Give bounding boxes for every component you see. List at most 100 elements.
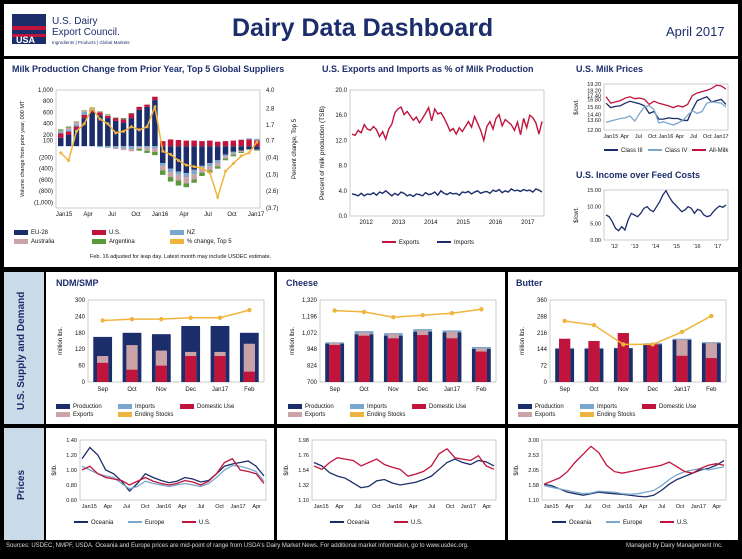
milk-bar-eu-28 xyxy=(65,134,72,147)
milk-bar-argentina xyxy=(65,126,72,128)
milk-bar-u-s- xyxy=(128,113,135,119)
legend-label: Domestic Use xyxy=(429,404,467,411)
cheese-bar-domestic-use xyxy=(475,351,487,382)
legend-swatch xyxy=(288,412,302,417)
p3-ytick: 2.05 xyxy=(528,468,539,474)
legend-item-cheese: Domestic Use xyxy=(412,404,466,410)
cheese-ending-stocks-line xyxy=(334,308,482,318)
exports-ytick: 16.0 xyxy=(335,113,347,119)
iofc-xtick: '15 xyxy=(673,244,680,250)
milk-bar-argentina xyxy=(183,183,190,188)
ndm-ending-stocks-line xyxy=(102,309,250,322)
milk-bar-australia xyxy=(254,149,260,151)
legend-item-cheese: Exports xyxy=(288,412,325,418)
milk-bar-u-s- xyxy=(160,141,166,147)
milkprices-ylabel: $/cwt. xyxy=(574,99,580,115)
legend-item-milk: Argentina xyxy=(92,239,135,245)
milk-bar-argentina xyxy=(136,149,142,151)
milkprices-ytick: 17.40 xyxy=(587,94,601,100)
milk-pct-point xyxy=(192,165,196,169)
exports-ytick: 12.0 xyxy=(335,138,347,144)
exports-series-line-imports xyxy=(351,188,543,198)
milk-bar-u-s- xyxy=(238,140,244,147)
milk-bar-nz xyxy=(207,163,213,167)
butter-bar-domestic-use xyxy=(617,333,629,382)
milk-bar-argentina xyxy=(128,113,135,114)
milk-bar-eu-28 xyxy=(97,115,103,147)
legend-label: Production xyxy=(305,404,334,411)
p3-series-line-u-s- xyxy=(543,445,725,485)
milk-pct-point xyxy=(114,131,118,135)
legend-swatch xyxy=(14,239,28,244)
legend-label: Ending Stocks xyxy=(367,412,406,419)
milk-bar-nz xyxy=(152,146,158,149)
legend-swatch xyxy=(606,521,620,524)
logo-flag-text: USA xyxy=(16,35,36,45)
p3-ytick: 1.10 xyxy=(528,498,539,504)
milkprices-xtick: Jan15 xyxy=(603,134,618,140)
ndm-ending-stocks-point xyxy=(217,315,223,320)
cheese-xtick: Dec xyxy=(417,387,428,393)
milk-bar-argentina xyxy=(214,166,221,169)
milk-ytick: (1,000) xyxy=(34,200,53,206)
milk-ytick: 400 xyxy=(43,122,54,128)
legend-swatch xyxy=(56,404,70,409)
butter-bar-domestic-use xyxy=(676,355,688,382)
milk-bar-australia xyxy=(105,114,111,116)
logo-tagline: Ingredients | Products | Global Markets xyxy=(52,40,130,45)
butter-ytick: 360 xyxy=(537,298,548,304)
milk-bar-u-s- xyxy=(230,140,237,147)
p1-ylabel: $/lb. xyxy=(52,464,58,476)
milkprices-xtick: Jan16 xyxy=(659,134,674,140)
ndm-ytick: 240 xyxy=(75,314,86,320)
p3-ytick: 3.00 xyxy=(528,438,539,444)
legend-label: Exports xyxy=(399,240,420,246)
cheese-bar-domestic-use xyxy=(387,338,399,382)
legend-item-butter: Domestic Use xyxy=(642,404,696,410)
legend-swatch xyxy=(648,149,662,152)
legend-swatch xyxy=(660,521,674,524)
cheese-ylabel: million lbs. xyxy=(290,327,296,355)
iofc-xtick: '16 xyxy=(693,244,700,250)
legend-item-milk: NZ xyxy=(170,230,195,236)
ndm-bar-domestic-use xyxy=(155,365,167,382)
milk-bar-australia xyxy=(160,165,166,171)
legend-item-prices-2: Oceania xyxy=(330,520,369,526)
cheese-ytick: 948 xyxy=(307,347,318,353)
legend-item-prices-3: Europe xyxy=(606,520,642,526)
milkprices-series-line-class-iii xyxy=(605,96,727,122)
legend-item-exports: Imports xyxy=(437,240,474,246)
milk-bar-nz xyxy=(105,146,111,148)
milkprices-xtick: Apr xyxy=(675,134,684,140)
p1-ytick: 1.40 xyxy=(66,438,77,444)
milk-bar-argentina xyxy=(246,149,252,151)
milk-y2tick: (3.7) xyxy=(266,206,278,212)
legend-swatch xyxy=(14,230,28,235)
milk-bar-australia xyxy=(136,147,142,149)
legend-swatch xyxy=(552,521,566,524)
legend-item-butter: Exports xyxy=(518,412,555,418)
milk-pct-point xyxy=(161,149,165,153)
legend-label: Oceania xyxy=(569,520,592,526)
butter-xtick: Sep xyxy=(559,387,570,393)
milk-bar-australia xyxy=(128,149,135,152)
exports-ytick: 8.0 xyxy=(339,164,348,170)
exports-xtick: 2012 xyxy=(359,220,373,226)
legend-label: Production xyxy=(73,404,102,411)
milkprices-chart-title: U.S. Milk Prices xyxy=(576,64,644,74)
legend-swatch xyxy=(74,521,88,524)
p2-xtick: Jul xyxy=(354,504,361,510)
milk-pct-point xyxy=(98,117,102,121)
milkprices-xtick: Jul xyxy=(690,134,697,140)
milk-ytick: (800) xyxy=(39,189,53,195)
milk-bar-u-s- xyxy=(136,106,142,110)
milk-bar-australia xyxy=(144,147,150,151)
milk-chart-title: Milk Production Change from Prior Year, … xyxy=(12,64,285,74)
p2-series-line-u-s- xyxy=(313,448,495,477)
butter-plot-area xyxy=(549,299,727,383)
milk-pct-point xyxy=(137,128,141,132)
legend-item-milk: Australia xyxy=(14,239,54,245)
ndm-ending-stocks-point xyxy=(247,307,252,313)
milk-bar-nz xyxy=(246,138,252,140)
